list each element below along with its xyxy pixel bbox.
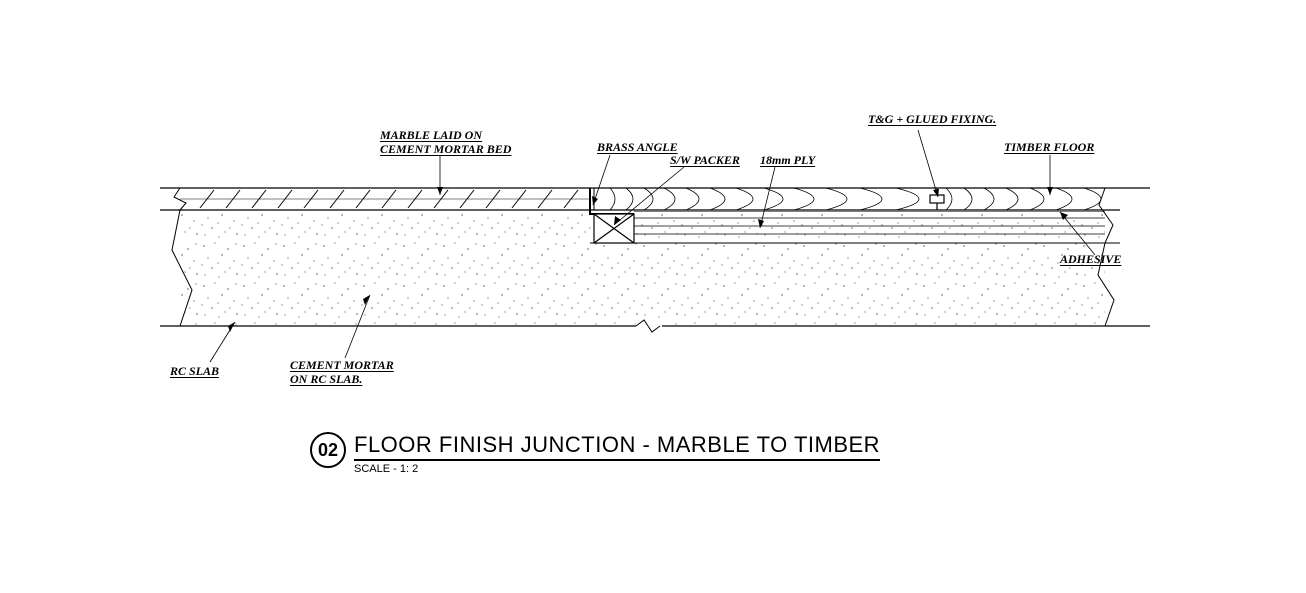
title-block: 02 FLOOR FINISH JUNCTION - MARBLE TO TIM… bbox=[310, 432, 880, 475]
label-rcslab: RC SLAB bbox=[170, 364, 219, 379]
label-mortar-l2: ON RC SLAB. bbox=[290, 372, 362, 387]
section-svg bbox=[0, 0, 1306, 588]
label-packer: S/W PACKER bbox=[670, 153, 740, 168]
detail-number-text: 02 bbox=[318, 440, 338, 461]
detail-number-circle: 02 bbox=[310, 432, 346, 468]
detail-scale: SCALE - 1: 2 bbox=[354, 463, 880, 475]
label-marble-l2: CEMENT MORTAR BED bbox=[380, 142, 511, 157]
label-brass: BRASS ANGLE bbox=[597, 140, 678, 155]
label-mortar-l1: CEMENT MORTAR bbox=[290, 358, 394, 373]
label-timber: TIMBER FLOOR bbox=[1004, 140, 1094, 155]
brass-angle bbox=[590, 188, 634, 214]
label-tg: T&G + GLUED FIXING. bbox=[868, 112, 996, 127]
timber-endgrain bbox=[610, 188, 1101, 210]
mortar-slab-fill bbox=[180, 210, 1105, 326]
label-adhesive: ADHESIVE bbox=[1060, 252, 1121, 267]
drawing-canvas bbox=[0, 0, 1306, 588]
marble-hatch bbox=[180, 190, 590, 208]
label-ply: 18mm PLY bbox=[760, 153, 815, 168]
slab-bottom-break bbox=[636, 320, 662, 332]
label-marble-l1: MARBLE LAID ON bbox=[380, 128, 482, 143]
detail-title: FLOOR FINISH JUNCTION - MARBLE TO TIMBER bbox=[354, 432, 880, 461]
sw-packer bbox=[594, 214, 634, 243]
